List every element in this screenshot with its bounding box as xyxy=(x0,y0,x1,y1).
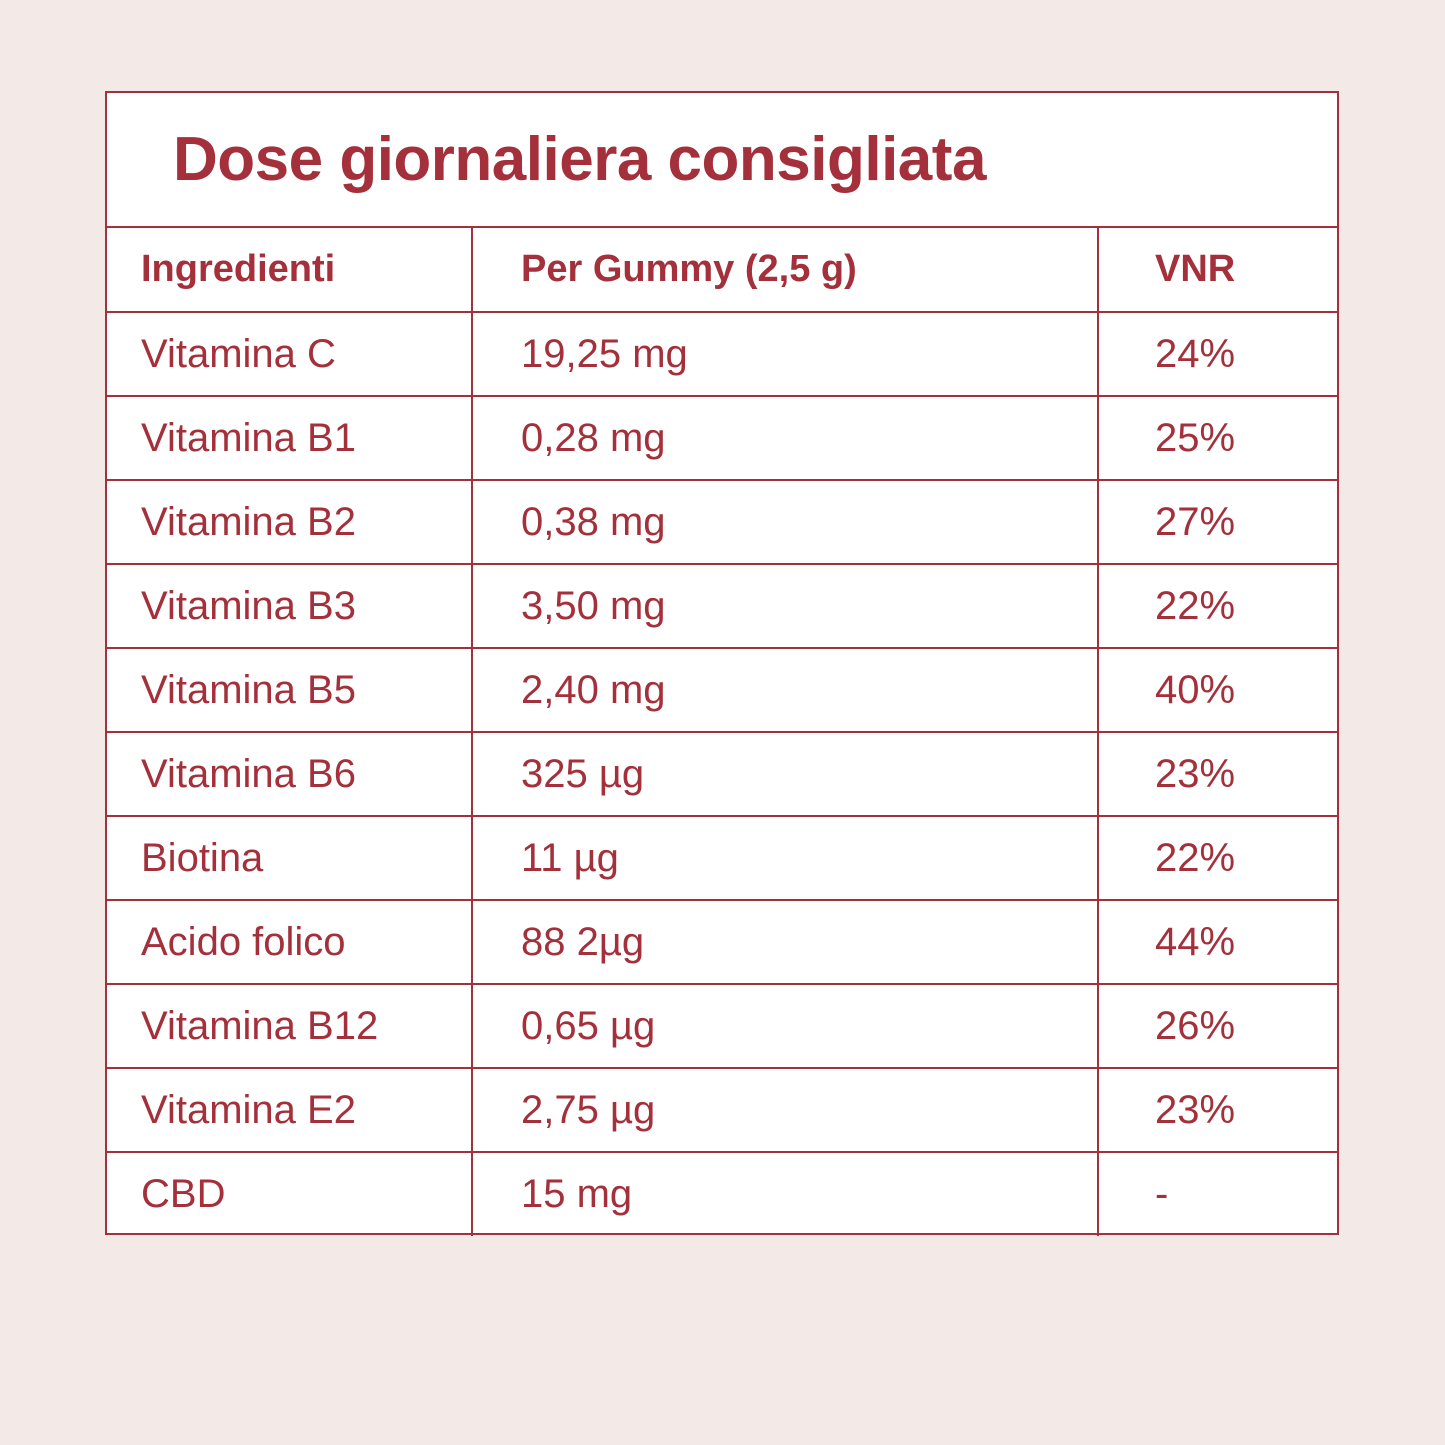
table-row: Vitamina B2 0,38 mg 27% xyxy=(107,480,1337,565)
vnr-cell: 25% xyxy=(1098,396,1337,481)
vnr-cell: 40% xyxy=(1098,648,1337,733)
amount-cell: 0,38 mg xyxy=(472,480,1099,565)
vnr-cell: 22% xyxy=(1098,564,1337,649)
table-row: CBD 15 mg - xyxy=(107,1152,1337,1236)
nutrition-table-panel: Dose giornaliera consigliata Ingredienti… xyxy=(105,91,1339,1236)
table-header-row: Ingredienti Per Gummy (2,5 g) VNR xyxy=(107,228,1337,313)
amount-cell: 15 mg xyxy=(472,1152,1099,1236)
header-per-gummy: Per Gummy (2,5 g) xyxy=(472,228,1099,313)
nutrition-table: Ingredienti Per Gummy (2,5 g) VNR Vitami… xyxy=(107,228,1337,1236)
vnr-cell: 22% xyxy=(1098,816,1337,901)
ingredient-cell: Biotina xyxy=(107,816,473,901)
header-vnr: VNR xyxy=(1098,228,1337,313)
amount-cell: 325 µg xyxy=(472,732,1099,817)
table-row: Vitamina E2 2,75 µg 23% xyxy=(107,1068,1337,1153)
amount-cell: 19,25 mg xyxy=(472,312,1099,397)
table-row: Biotina 11 µg 22% xyxy=(107,816,1337,901)
ingredient-cell: Vitamina B12 xyxy=(107,984,473,1069)
table-row: Acido folico 88 2µg 44% xyxy=(107,900,1337,985)
amount-cell: 3,50 mg xyxy=(472,564,1099,649)
table-row: Vitamina C 19,25 mg 24% xyxy=(107,312,1337,397)
vnr-cell: - xyxy=(1155,1172,1169,1216)
ingredient-cell: Vitamina B6 xyxy=(107,732,473,817)
table-row: Vitamina B6 325 µg 23% xyxy=(107,732,1337,817)
ingredient-cell: Vitamina C xyxy=(107,312,473,397)
vnr-cell: 44% xyxy=(1098,900,1337,985)
table-row: Vitamina B1 0,28 mg 25% xyxy=(107,396,1337,481)
table-title: Dose giornaliera consigliata xyxy=(107,93,1337,228)
amount-cell: 88 2µg xyxy=(472,900,1099,985)
vnr-cell: 27% xyxy=(1098,480,1337,565)
amount-cell: 2,75 µg xyxy=(472,1068,1099,1153)
table-row: Vitamina B3 3,50 mg 22% xyxy=(107,564,1337,649)
ingredient-cell: Vitamina E2 xyxy=(107,1068,473,1153)
amount-cell: 11 µg xyxy=(472,816,1099,901)
vnr-cell: 26% xyxy=(1098,984,1337,1069)
table-row: Vitamina B12 0,65 µg 26% xyxy=(107,984,1337,1069)
ingredient-cell: Vitamina B1 xyxy=(107,396,473,481)
ingredient-cell: CBD xyxy=(107,1152,473,1236)
vnr-cell: 23% xyxy=(1098,732,1337,817)
header-ingredient: Ingredienti xyxy=(107,228,473,313)
ingredient-cell: Acido folico xyxy=(107,900,473,985)
vnr-cell: 24% xyxy=(1098,312,1337,397)
ingredient-cell: Vitamina B3 xyxy=(107,564,473,649)
ingredient-cell: Vitamina B2 xyxy=(107,480,473,565)
amount-cell: 2,40 mg xyxy=(472,648,1099,733)
table-row: Vitamina B5 2,40 mg 40% xyxy=(107,648,1337,733)
ingredient-cell: Vitamina B5 xyxy=(107,648,473,733)
vnr-cell: 23% xyxy=(1098,1068,1337,1153)
amount-cell: 0,65 µg xyxy=(472,984,1099,1069)
amount-cell: 0,28 mg xyxy=(472,396,1099,481)
